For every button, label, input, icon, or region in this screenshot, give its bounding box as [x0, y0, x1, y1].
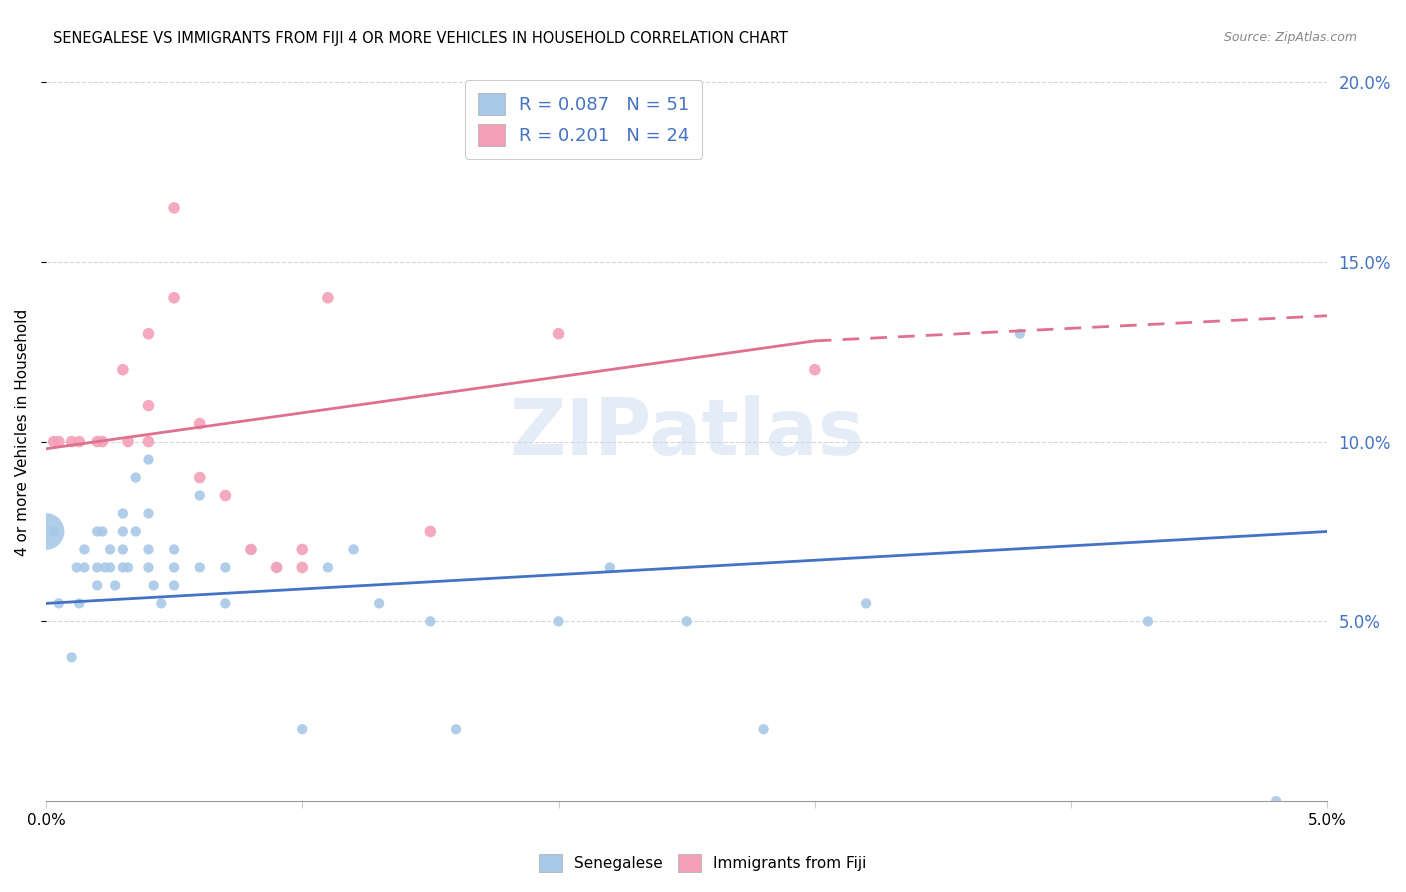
Point [1265, 794, 1288, 808]
Point [142, 578, 165, 592]
Point [111, 362, 134, 376]
Point [86, 560, 108, 574]
Point [1136, 615, 1159, 629]
Point [163, 291, 186, 305]
Point [73, 560, 96, 574]
Point [104, 578, 127, 592]
Point [599, 560, 621, 574]
Point [60, 650, 83, 665]
Point [444, 723, 467, 737]
Point [111, 524, 134, 539]
Point [86, 524, 108, 539]
Point [98, 542, 121, 557]
Point [188, 470, 211, 484]
Point [124, 470, 146, 484]
Point [163, 578, 186, 592]
Point [419, 524, 441, 539]
Point [73, 542, 96, 557]
Text: SENEGALESE VS IMMIGRANTS FROM FIJI 4 OR MORE VEHICLES IN HOUSEHOLD CORRELATION C: SENEGALESE VS IMMIGRANTS FROM FIJI 4 OR … [53, 31, 789, 46]
Text: ZIPatlas: ZIPatlas [509, 394, 865, 471]
Point [138, 507, 160, 521]
Point [291, 560, 314, 574]
Point [138, 452, 160, 467]
Point [42, 524, 65, 539]
Point [188, 489, 211, 503]
Point [66, 560, 89, 574]
Point [188, 417, 211, 431]
Point [214, 596, 236, 610]
Point [111, 542, 134, 557]
Point [91, 524, 114, 539]
Point [60, 434, 83, 449]
Point [67, 434, 90, 449]
Point [67, 596, 90, 610]
Point [91, 434, 114, 449]
Point [214, 560, 236, 574]
Point [124, 524, 146, 539]
Point [94, 560, 117, 574]
Point [368, 596, 391, 610]
Point [752, 723, 775, 737]
Point [342, 542, 364, 557]
Text: Source: ZipAtlas.com: Source: ZipAtlas.com [1223, 31, 1357, 45]
Point [48, 434, 70, 449]
Legend: Senegalese, Immigrants from Fiji: Senegalese, Immigrants from Fiji [531, 846, 875, 880]
Point [138, 326, 160, 341]
Point [291, 542, 314, 557]
Point [98, 560, 121, 574]
Point [138, 434, 160, 449]
Point [117, 560, 139, 574]
Point [163, 560, 186, 574]
Point [48, 596, 70, 610]
Point [419, 615, 441, 629]
Point [675, 615, 697, 629]
Point [138, 399, 160, 413]
Y-axis label: 4 or more Vehicles in Household: 4 or more Vehicles in Household [15, 309, 30, 557]
Point [240, 542, 263, 557]
Point [547, 615, 569, 629]
Legend: R = 0.087   N = 51, R = 0.201   N = 24: R = 0.087 N = 51, R = 0.201 N = 24 [465, 80, 702, 159]
Point [111, 560, 134, 574]
Point [1008, 326, 1031, 341]
Point [163, 201, 186, 215]
Point [111, 507, 134, 521]
Point [291, 723, 314, 737]
Point [138, 542, 160, 557]
Point [316, 560, 339, 574]
Point [42, 434, 65, 449]
Point [117, 434, 139, 449]
Point [316, 291, 339, 305]
Point [163, 542, 186, 557]
Point [547, 326, 569, 341]
Point [86, 434, 108, 449]
Point [86, 578, 108, 592]
Point [35, 524, 58, 539]
Point [150, 596, 173, 610]
Point [240, 542, 263, 557]
Point [138, 560, 160, 574]
Point [804, 362, 827, 376]
Point [266, 560, 288, 574]
Point [188, 560, 211, 574]
Point [855, 596, 877, 610]
Point [214, 489, 236, 503]
Point [266, 560, 288, 574]
